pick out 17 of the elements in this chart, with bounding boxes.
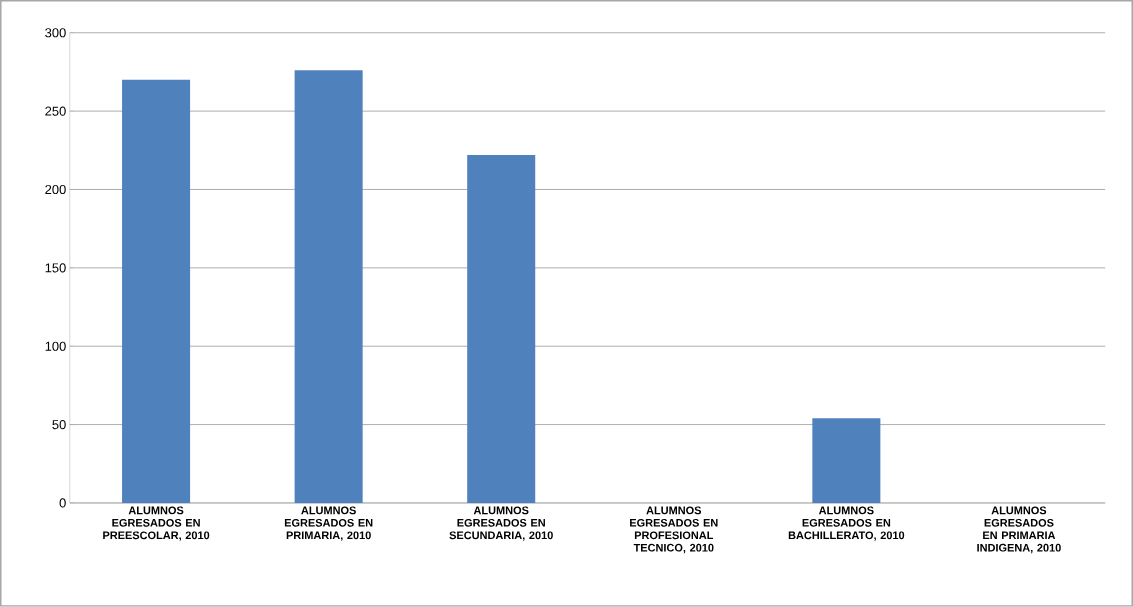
x-tick-label: ALUMNOS EGRESADOS EN PROFESIONAL TECNICO, 2010 bbox=[630, 506, 718, 554]
x-tick-label: ALUMNOS EGRESADOS EN PRIMARIA INDIGENA, 2010 bbox=[977, 506, 1061, 554]
y-tick-label: 150 bbox=[45, 263, 66, 273]
y-tick-label: 0 bbox=[59, 498, 66, 508]
x-tick-label: ALUMNOS EGRESADOS EN PREESCOLAR, 2010 bbox=[103, 506, 210, 541]
y-tick-label: 300 bbox=[45, 28, 66, 38]
x-tick-label: ALUMNOS EGRESADOS EN BACHILLERATO, 2010 bbox=[788, 506, 905, 541]
bar bbox=[812, 418, 881, 504]
y-tick-label: 250 bbox=[45, 106, 66, 116]
y-tick-label: 100 bbox=[45, 341, 66, 351]
y-tick-label: 200 bbox=[45, 185, 66, 195]
x-tick-label: ALUMNOS EGRESADOS EN SECUNDARIA, 2010 bbox=[449, 506, 553, 541]
bar bbox=[122, 79, 191, 504]
bar bbox=[467, 155, 536, 504]
y-tick-label: 50 bbox=[52, 420, 66, 430]
x-tick-label: ALUMNOS EGRESADOS EN PRIMARIA, 2010 bbox=[284, 506, 373, 541]
bar bbox=[294, 70, 363, 504]
